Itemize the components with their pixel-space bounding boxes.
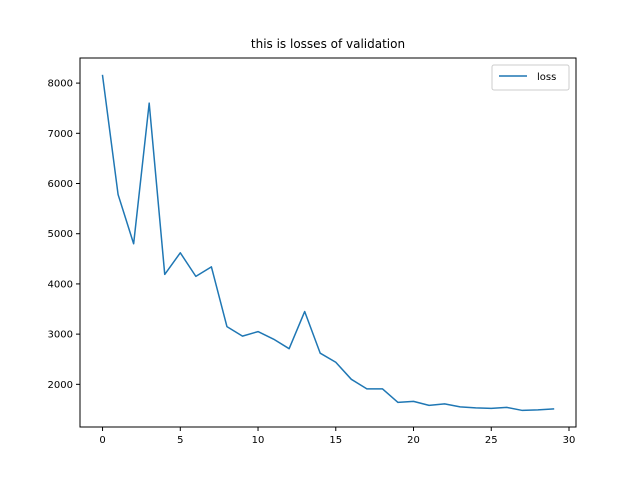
- x-tick-label: 30: [563, 435, 576, 446]
- series-line-loss: [101, 74, 555, 412]
- y-tick-label: 7000: [48, 129, 73, 140]
- x-tick-label: 0: [99, 435, 105, 446]
- y-tick-label: 2000: [48, 380, 73, 391]
- x-tick-label: 5: [177, 435, 183, 446]
- y-tick-label: 6000: [48, 179, 73, 190]
- x-tick-label: 10: [252, 435, 265, 446]
- legend: loss: [491, 64, 570, 91]
- plot-frame: [79, 57, 577, 428]
- y-tick-label: 8000: [48, 79, 73, 90]
- x-tick-label: 25: [485, 435, 498, 446]
- x-tick-label: 15: [329, 435, 342, 446]
- legend-label: loss: [537, 72, 556, 83]
- series-layer: [101, 74, 555, 412]
- x-tick-label: 20: [407, 435, 420, 446]
- x-axis: 0 5 10 15 20 25 30: [99, 427, 575, 446]
- y-tick-label: 3000: [48, 330, 73, 341]
- legend-box: [491, 64, 570, 91]
- y-axis: 2000 3000 4000 5000 6000 7000 8000: [48, 79, 80, 391]
- y-tick-label: 5000: [48, 229, 73, 240]
- y-tick-label: 4000: [48, 279, 73, 290]
- plot-area: [79, 57, 577, 428]
- chart-title: this is losses of validation: [251, 37, 405, 51]
